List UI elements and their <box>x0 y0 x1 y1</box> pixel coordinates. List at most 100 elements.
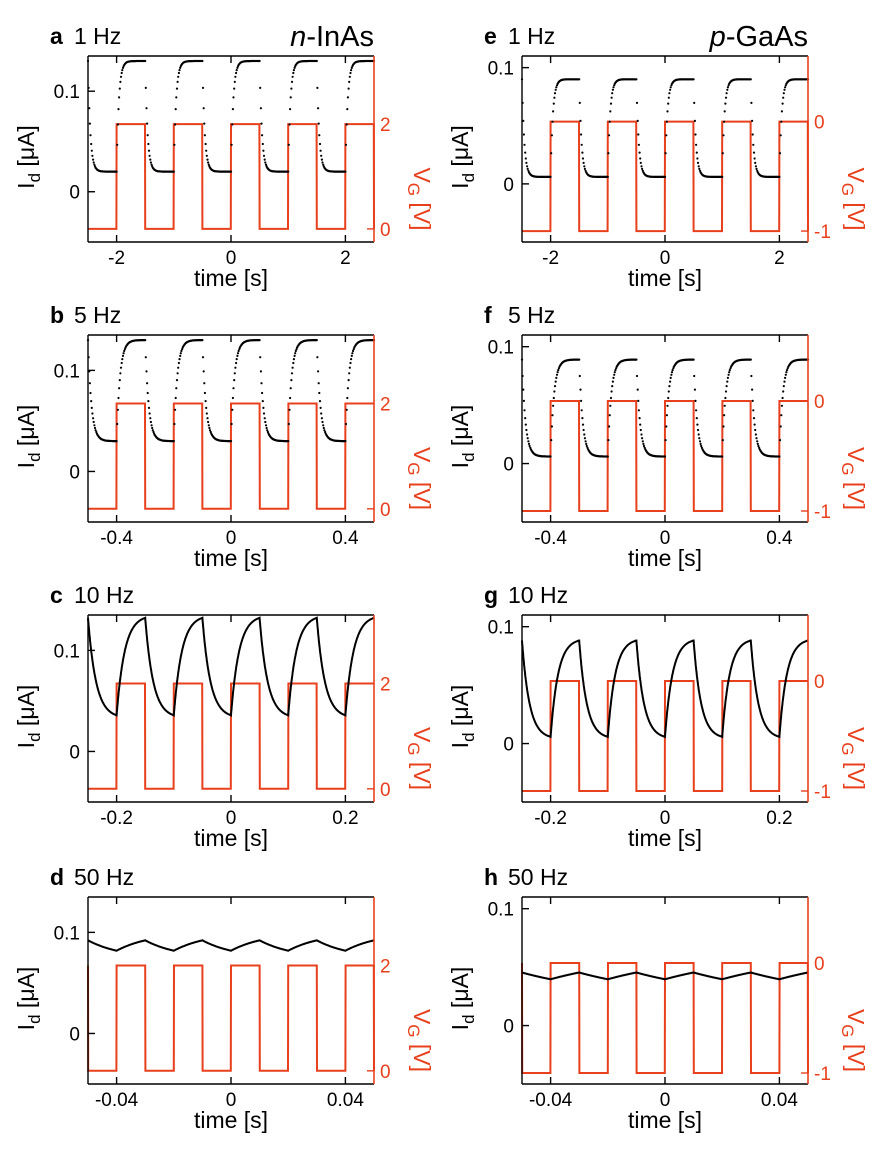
current-point <box>317 382 320 385</box>
y-axis-subscript: d <box>459 452 478 461</box>
current-point <box>315 339 318 342</box>
current-point <box>728 371 731 374</box>
x-axis-label: time [s] <box>628 1107 702 1133</box>
y-tick-label: 0 <box>503 735 514 756</box>
current-point <box>346 387 349 390</box>
current-point <box>550 134 554 137</box>
y-tick-label: 0 <box>69 742 80 763</box>
current-point <box>172 170 175 173</box>
y-tick-label: 0.1 <box>54 82 80 103</box>
current-point <box>611 88 615 91</box>
current-point <box>557 369 560 372</box>
current-point <box>233 87 236 90</box>
current-point <box>349 361 352 365</box>
current-point <box>115 170 118 173</box>
current-point <box>90 149 93 152</box>
y-axis-symbol: I <box>13 1024 39 1030</box>
current-point <box>669 380 672 383</box>
panel-label: g <box>484 582 498 608</box>
gate-voltage-trace <box>87 964 375 1072</box>
current-point <box>721 439 724 442</box>
current-point <box>119 80 122 83</box>
current-point <box>699 442 702 445</box>
current-point <box>611 385 614 388</box>
current-point <box>780 110 784 113</box>
current-point <box>174 123 177 126</box>
current-point <box>346 396 349 400</box>
y-axis-symbol: I <box>13 182 39 188</box>
current-point <box>783 88 786 91</box>
y-axis-subscript: d <box>459 732 478 741</box>
current-point <box>638 151 641 154</box>
current-point <box>93 424 96 427</box>
current-point <box>612 376 615 379</box>
current-point <box>784 373 787 376</box>
current-point <box>146 122 149 125</box>
current-point <box>727 373 730 376</box>
current-point <box>261 134 264 137</box>
current-point <box>121 358 124 361</box>
current-point <box>117 108 120 111</box>
current-point <box>549 175 552 178</box>
current-point <box>317 122 320 125</box>
y-axis-symbol: I <box>13 462 39 468</box>
current-point <box>556 371 559 374</box>
y-tick-label: 0 <box>69 1024 80 1045</box>
current-point <box>264 420 267 424</box>
drain-current-trace <box>86 59 376 173</box>
current-point <box>262 154 266 157</box>
current-point <box>264 163 268 166</box>
y-axis-unit: [μA] <box>447 405 473 453</box>
current-point <box>146 391 149 395</box>
current-point <box>345 408 348 411</box>
current-point <box>174 108 177 111</box>
current-point <box>147 406 151 409</box>
current-point <box>351 352 354 355</box>
gate-voltage-trace <box>522 680 808 792</box>
current-point <box>755 437 758 440</box>
current-point <box>641 440 644 443</box>
current-point <box>178 358 181 361</box>
current-point <box>665 414 669 417</box>
drain-current-trace <box>521 971 809 981</box>
current-point <box>779 425 782 428</box>
current-point <box>121 354 125 357</box>
y2-axis-subscript: G <box>838 183 857 196</box>
current-point <box>665 134 668 137</box>
current-point <box>778 175 781 178</box>
frequency-label: 1 Hz <box>74 23 121 49</box>
drain-current-trace <box>521 639 809 739</box>
current-point <box>554 380 557 383</box>
x-tick-label: -0.4 <box>534 528 567 549</box>
current-point <box>693 388 697 391</box>
y2-axis-symbol: V <box>843 447 869 463</box>
current-point <box>639 161 642 164</box>
y-axis-subscript: d <box>459 173 478 182</box>
current-point <box>92 417 95 420</box>
current-point <box>206 158 209 161</box>
current-point <box>233 372 236 375</box>
x-tick-label: 0 <box>660 808 671 829</box>
current-point <box>552 396 555 400</box>
current-point <box>144 356 147 359</box>
current-point <box>321 420 324 424</box>
drain-current-trace <box>520 358 810 458</box>
current-point <box>348 80 351 83</box>
current-point <box>176 372 179 375</box>
current-point <box>782 390 785 393</box>
current-point <box>695 409 698 412</box>
current-point <box>90 142 93 146</box>
current-point <box>293 66 296 69</box>
current-point <box>609 102 613 105</box>
current-point <box>93 426 97 430</box>
x-tick-label: -2 <box>108 248 125 269</box>
current-point <box>522 399 526 402</box>
current-point <box>149 417 152 420</box>
current-point <box>722 134 725 137</box>
current-point <box>316 356 319 359</box>
current-point <box>347 87 350 90</box>
y-axis-unit: [μA] <box>447 685 473 733</box>
